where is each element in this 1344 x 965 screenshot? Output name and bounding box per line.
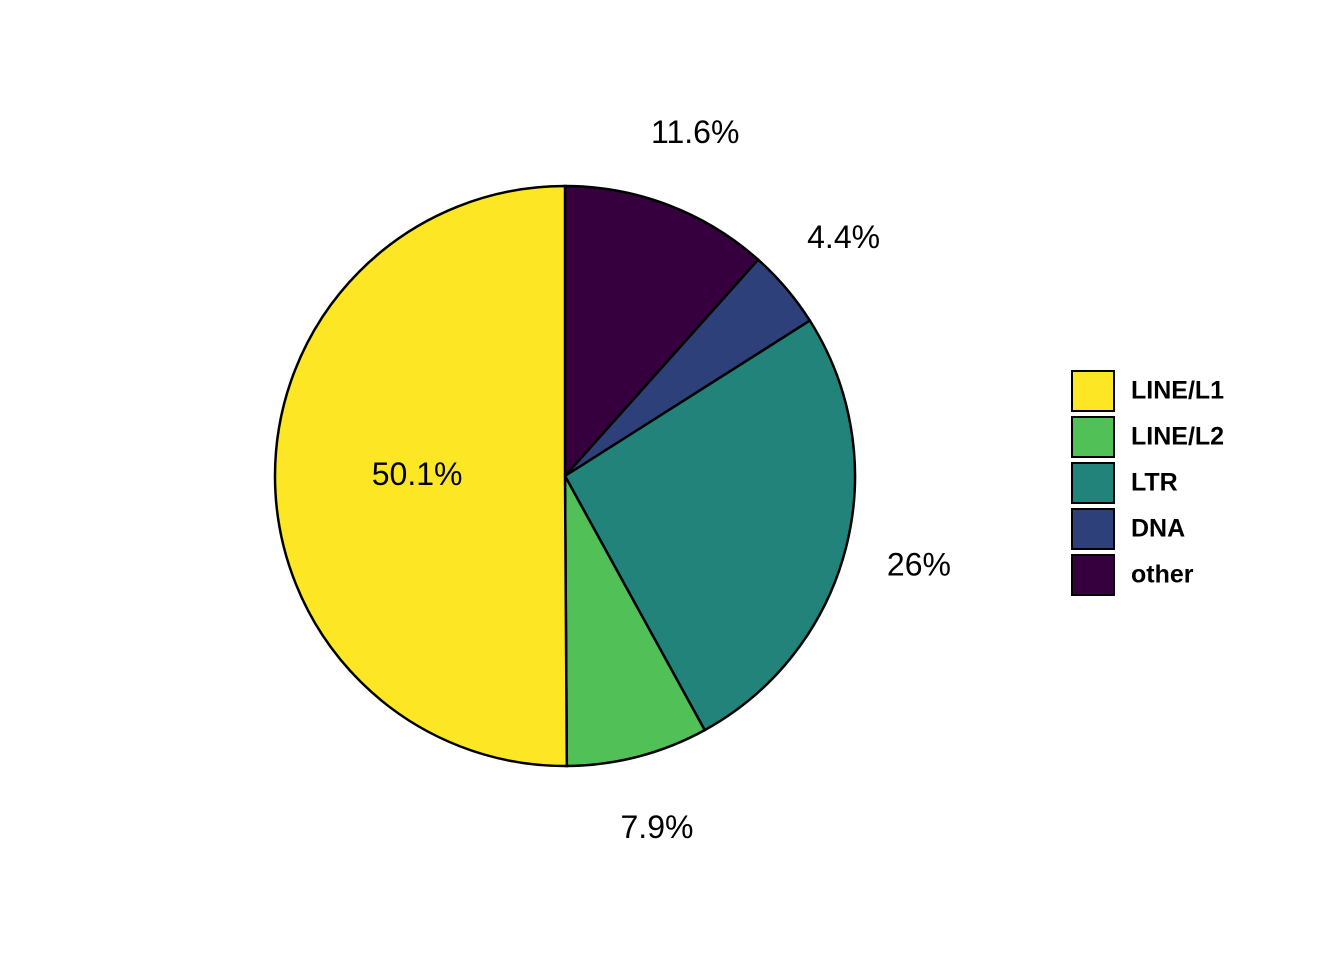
value-label: 50.1% [372, 456, 463, 492]
legend-label: DNA [1131, 515, 1185, 543]
pie-slice [563, 475, 707, 768]
pie-slice [563, 318, 857, 732]
legend-swatch [1071, 508, 1115, 550]
value-label: 26% [887, 546, 951, 582]
legend-swatch [1071, 462, 1115, 504]
legend-label: LINE/L1 [1131, 377, 1224, 405]
value-label: 7.9% [621, 809, 694, 845]
value-label: 11.6% [651, 114, 739, 150]
legend-swatch [1071, 370, 1115, 412]
legend-swatch [1071, 554, 1115, 596]
pie-slice [563, 184, 760, 480]
legend-label: LINE/L2 [1131, 423, 1224, 451]
legend-label: LTR [1131, 469, 1178, 497]
legend-label: other [1131, 561, 1194, 589]
legend-swatch [1071, 416, 1115, 458]
pie-slice [273, 184, 569, 768]
value-label: 4.4% [807, 219, 880, 255]
